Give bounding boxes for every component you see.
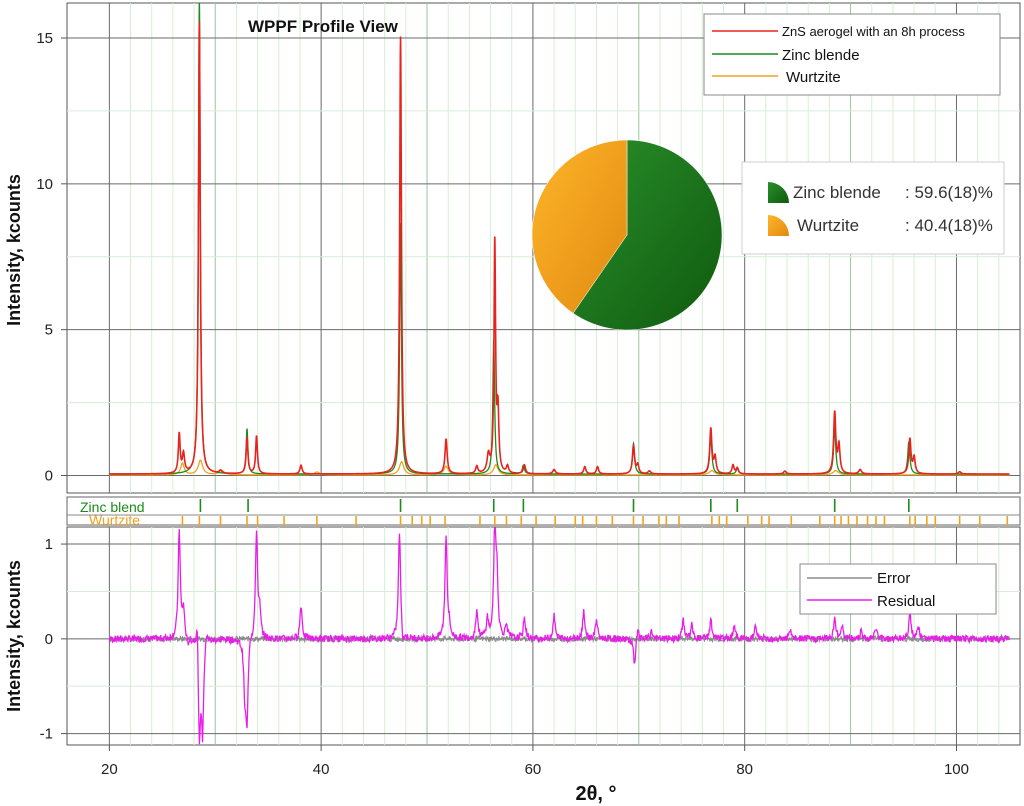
x-tick-label: 60 bbox=[525, 761, 542, 778]
main-y-tick-label: 0 bbox=[45, 468, 53, 485]
residual-y-tick-label: 1 bbox=[45, 536, 53, 553]
pie-legend-value-wurtzite: : 40.4(18)% bbox=[905, 216, 993, 235]
main-series bbox=[109, 3, 1010, 476]
reflection-ticks bbox=[181, 499, 1009, 526]
main-panel: 0 5 10 15 WPPF Profile View Intensity, kcou… bbox=[4, 2, 1021, 494]
legend-label-wurtzite: Wurtzite bbox=[786, 69, 841, 86]
pie-legend-item-wurtzite: Wurtzite : 40.4(18)% bbox=[768, 215, 993, 236]
residual-y-tick-label: -1 bbox=[40, 726, 53, 743]
tick-row-label-wurtzite: Wurtzite bbox=[89, 512, 140, 528]
tick-row-label-zinc-blend: Zinc blend bbox=[80, 499, 145, 515]
pie-slice-wurtzite bbox=[531, 139, 628, 314]
x-tick-label: 20 bbox=[101, 761, 118, 778]
x-axis-ticks: 20 40 60 80 100 bbox=[101, 745, 969, 778]
pie-legend-swatch-zinc-blende bbox=[768, 182, 789, 203]
legend-item-zinc-blende: Zinc blende bbox=[712, 47, 860, 64]
legend-label-zinc-blende: Zinc blende bbox=[782, 47, 860, 64]
residual-panel: -1 0 1 Intensity, kcounts 20 40 60 80 100 2θ, … bbox=[4, 526, 1021, 805]
pie-legend: Zinc blende : 59.6(18)% Wurtzite : 40.4(… bbox=[741, 161, 1005, 255]
chart-title: WPPF Profile View bbox=[248, 17, 399, 36]
legend-label-residual: Residual bbox=[877, 593, 935, 610]
residual-y-tick-label: 0 bbox=[45, 631, 53, 648]
main-y-ticks: 0 5 10 15 bbox=[36, 30, 67, 485]
legend-item-wurtzite: Wurtzite bbox=[712, 69, 841, 86]
main-y-axis-label: Intensity, kcounts bbox=[4, 174, 24, 326]
residual-plot-area bbox=[66, 526, 1021, 746]
legend-item-observed: ZnS aerogel with an 8h process bbox=[712, 24, 965, 39]
legend-item-residual: Residual bbox=[807, 593, 935, 610]
residual-legend: Error Residual bbox=[799, 563, 997, 615]
pie-legend-value-zinc-blende: : 59.6(18)% bbox=[905, 183, 993, 202]
legend-label-observed: ZnS aerogel with an 8h process bbox=[782, 24, 965, 39]
wurtzite-series-line bbox=[109, 459, 1010, 476]
residual-series-line bbox=[108, 527, 1010, 745]
residual-y-ticks: -1 0 1 bbox=[40, 536, 67, 743]
pie-legend-swatch-wurtzite bbox=[768, 215, 789, 236]
legend-item-error: Error bbox=[807, 570, 910, 587]
pie-legend-label-zinc-blende: Zinc blende bbox=[793, 183, 881, 202]
main-y-tick-label: 5 bbox=[45, 322, 53, 339]
pie-slice-zinc-blende bbox=[572, 139, 723, 331]
main-y-tick-label: 10 bbox=[36, 176, 53, 193]
x-axis-label: 2θ, ° bbox=[575, 783, 616, 805]
residual-series bbox=[108, 527, 1010, 745]
x-tick-label: 40 bbox=[313, 761, 330, 778]
legend-label-error: Error bbox=[877, 570, 910, 587]
observed-series-line bbox=[109, 21, 1010, 475]
x-tick-label: 80 bbox=[736, 761, 753, 778]
reflection-tick-strip: Zinc blend Wurtzite bbox=[66, 496, 1021, 528]
pie-legend-item-zinc-blende: Zinc blende : 59.6(18)% bbox=[768, 182, 993, 203]
main-legend: ZnS aerogel with an 8h process Zinc blen… bbox=[703, 13, 1001, 96]
phase-pie-chart bbox=[531, 139, 723, 331]
main-y-tick-label: 15 bbox=[36, 30, 53, 47]
residual-y-axis-label: Intensity, kcounts bbox=[4, 560, 24, 712]
x-tick-label: 100 bbox=[944, 761, 969, 778]
pie-legend-label-wurtzite: Wurtzite bbox=[797, 216, 859, 235]
